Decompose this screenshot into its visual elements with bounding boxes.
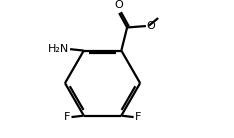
Text: O: O [114, 0, 123, 10]
Text: H₂N: H₂N [48, 44, 69, 54]
Text: F: F [64, 112, 70, 122]
Text: F: F [135, 112, 141, 122]
Text: O: O [146, 21, 155, 31]
